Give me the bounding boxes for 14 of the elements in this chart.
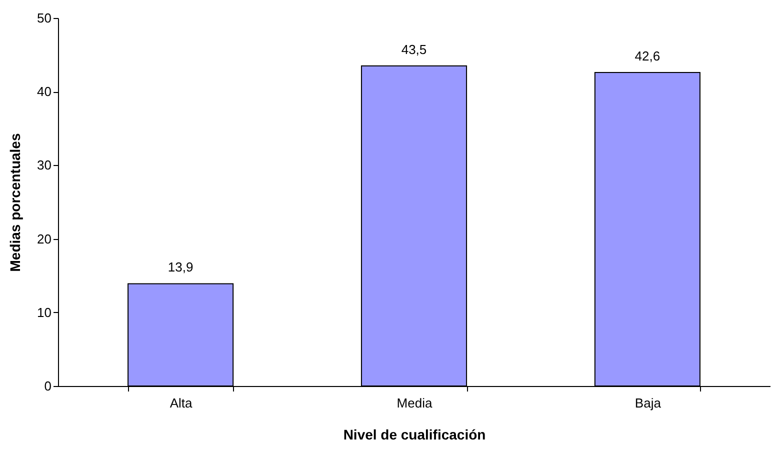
y-tick-label: 10 — [37, 304, 52, 320]
x-tick-label: Media — [396, 396, 433, 410]
data-label: 42,6 — [634, 48, 660, 64]
x-axis-title: Nivel de cualificación — [343, 426, 486, 442]
y-tick-label: 0 — [44, 378, 52, 394]
data-label: 43,5 — [401, 42, 427, 57]
y-tick-label: 30 — [37, 158, 52, 173]
x-tick-label: Alta — [170, 396, 194, 410]
x-tick-label: Baja — [634, 396, 662, 410]
y-tick-label: 50 — [37, 10, 52, 26]
y-tick-label: 20 — [37, 231, 52, 246]
data-label: 13,9 — [168, 260, 194, 275]
y-axis-title: Medias porcentuales — [7, 133, 24, 272]
y-tick-label: 40 — [37, 84, 52, 100]
